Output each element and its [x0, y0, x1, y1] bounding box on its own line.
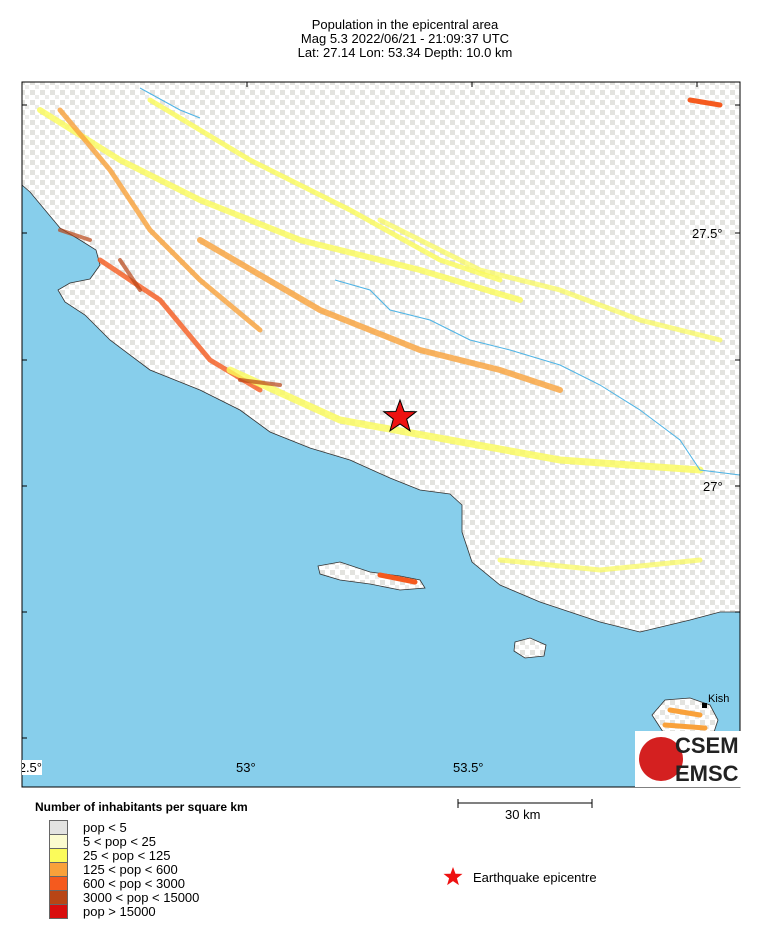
legend-swatch — [49, 875, 68, 891]
event-info: Mag 5.3 2022/06/21 - 21:09:37 UTC — [300, 31, 510, 46]
legend-title: Number of inhabitants per square km — [35, 800, 248, 814]
legend-item: 5 < pop < 25 — [49, 833, 157, 849]
legend-item: pop > 15000 — [49, 903, 156, 919]
legend-star-icon — [443, 867, 463, 886]
scale-bar — [457, 799, 593, 808]
location-info: Lat: 27.14 Lon: 53.34 Depth: 10.0 km — [297, 45, 513, 60]
epicentre-star — [382, 398, 418, 432]
kish-marker — [702, 703, 707, 708]
lat-label-27-5: 27.5° — [692, 226, 723, 241]
lon-label-52-5: 52.5° — [22, 760, 42, 775]
legend-label: pop > 15000 — [83, 903, 156, 919]
legend-label: 25 < pop < 125 — [83, 847, 171, 863]
lat-label-27: 27° — [703, 479, 723, 494]
legend-swatch — [49, 889, 68, 905]
lon-label-53: 53° — [236, 760, 256, 775]
legend-swatch — [49, 833, 68, 849]
csem-emsc-logo: CSEM EMSC — [635, 731, 741, 787]
lon-label-53-5: 53.5° — [453, 760, 484, 775]
legend-label: pop < 5 — [83, 819, 127, 835]
legend-swatch — [49, 861, 68, 877]
legend-label: 600 < pop < 3000 — [83, 875, 185, 891]
legend-label: 3000 < pop < 15000 — [83, 889, 200, 905]
scale-bar-label: 30 km — [505, 807, 541, 822]
legend-item: pop < 5 — [49, 819, 127, 835]
river-north — [139, 87, 201, 119]
legend-item: 600 < pop < 3000 — [49, 875, 185, 891]
epicentre-legend-label: Earthquake epicentre — [473, 870, 597, 885]
legend-label: 5 < pop < 25 — [83, 833, 157, 849]
legend-swatch — [49, 819, 68, 835]
map-frame — [21, 81, 741, 788]
legend-item: 125 < pop < 600 — [49, 861, 178, 877]
island-small — [513, 637, 547, 659]
river — [334, 279, 740, 476]
map-title: Population in the epicentral area — [311, 17, 499, 32]
mainland — [22, 82, 740, 633]
legend-swatch — [49, 847, 68, 863]
island-qeshm-west — [317, 561, 426, 591]
legend-label: 125 < pop < 600 — [83, 861, 178, 877]
legend-item: 3000 < pop < 15000 — [49, 889, 200, 905]
population-bands — [37, 97, 723, 731]
legend-swatch — [49, 903, 68, 919]
axis-ticks — [22, 82, 740, 739]
legend-item: 25 < pop < 125 — [49, 847, 171, 863]
place-label-kish: Kish — [708, 693, 730, 705]
